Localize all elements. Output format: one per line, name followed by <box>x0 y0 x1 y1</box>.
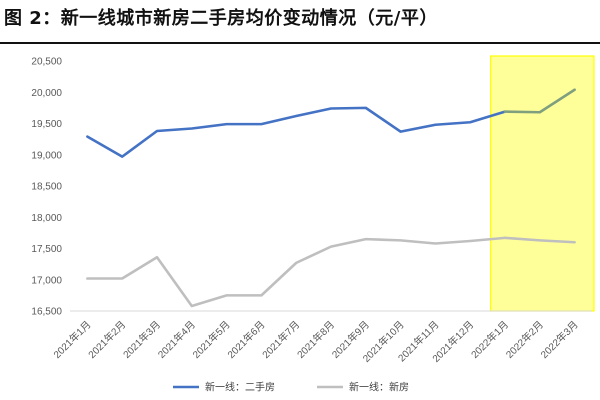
x-tick-label: 2022年3月 <box>538 318 581 361</box>
title-rule <box>0 42 600 44</box>
y-tick-label: 18,500 <box>31 182 62 193</box>
y-tick-label: 17,500 <box>31 244 62 255</box>
y-tick-label: 18,000 <box>31 213 62 224</box>
series-line-1 <box>86 106 507 158</box>
y-tick-label: 20,500 <box>31 57 62 68</box>
series-line-2 <box>86 236 507 308</box>
y-tick-label: 19,000 <box>31 150 62 161</box>
legend-label-1: 新一线：二手房 <box>205 381 275 394</box>
series-line-1-highlighted <box>503 88 576 114</box>
legend-label-2: 新一线：新房 <box>349 381 409 394</box>
y-tick-label: 17,000 <box>31 275 62 286</box>
series-line-2-highlighted <box>503 236 576 244</box>
y-tick-label: 16,500 <box>31 307 62 318</box>
y-tick-label: 19,500 <box>31 119 62 130</box>
chart-title: 图 2：新一线城市新房二手房均价变动情况（元/平） <box>4 8 438 29</box>
highlight-band <box>490 55 595 312</box>
y-tick-label: 20,000 <box>31 88 62 99</box>
